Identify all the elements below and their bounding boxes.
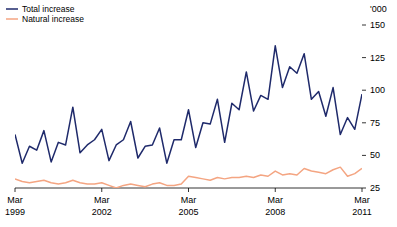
y-tick-label: 150: [370, 20, 385, 30]
x-tick-label-part: Mar: [94, 195, 110, 205]
y-tick: [362, 155, 366, 156]
x-tick: [188, 188, 189, 192]
y-tick-label: 50: [370, 150, 380, 160]
x-tick-label-part: 2008: [265, 207, 285, 217]
y-tick: [362, 25, 366, 26]
x-tick-label: Mar 2008: [265, 195, 285, 217]
x-tick: [101, 188, 102, 192]
series-line: [15, 46, 362, 163]
x-tick-label-part: Mar: [354, 195, 370, 205]
x-tick-label-part: 2005: [178, 207, 198, 217]
y-axis-label: '000: [370, 4, 387, 14]
plot-area: [15, 46, 362, 188]
chart: 25 50 75 100 125 150 '000 Mar 1999 Mar 2002 Mar 2005…: [0, 0, 397, 227]
legend-swatch: [6, 18, 18, 20]
y-tick: [362, 188, 366, 189]
x-tick-label-part: 2002: [92, 207, 112, 217]
x-tick: [275, 188, 276, 192]
legend-swatch: [6, 8, 18, 10]
x-tick: [362, 188, 363, 192]
x-tick-label: Mar 2011: [352, 195, 371, 217]
y-tick-label: 125: [370, 53, 385, 63]
x-tick: [15, 188, 16, 192]
x-tick-label: Mar 1999: [5, 195, 25, 217]
y-tick: [362, 90, 366, 91]
legend-label: Total increase: [22, 4, 75, 14]
x-tick-label-part: 2011: [352, 207, 371, 217]
legend-label: Natural increase: [22, 14, 84, 24]
x-tick-label-part: Mar: [268, 195, 284, 205]
series-line: [15, 167, 362, 188]
y-tick-label: 75: [370, 118, 380, 128]
x-tick-label-part: Mar: [181, 195, 197, 205]
x-tick-label-part: Mar: [7, 195, 23, 205]
y-tick-label: 100: [370, 85, 385, 95]
y-tick: [362, 122, 366, 123]
x-tick-label: Mar 2005: [178, 195, 198, 217]
y-tick-label: 25: [370, 183, 380, 193]
x-tick-label-part: 1999: [5, 207, 25, 217]
x-tick-label: Mar 2002: [92, 195, 112, 217]
y-tick: [362, 57, 366, 58]
